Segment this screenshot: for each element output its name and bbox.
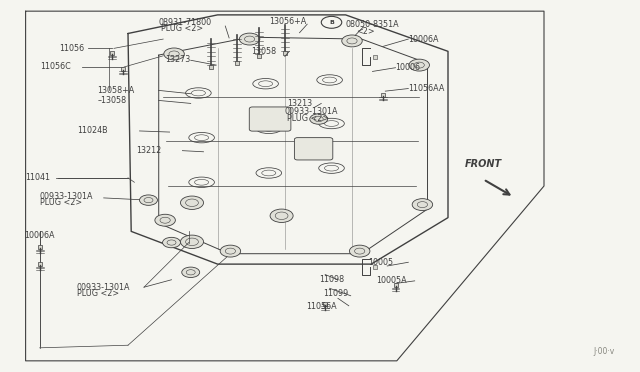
- Text: 10005A: 10005A: [376, 276, 407, 285]
- Text: 08931-71800: 08931-71800: [159, 18, 212, 27]
- Text: –13058: –13058: [97, 96, 127, 105]
- Text: PLUG <2>: PLUG <2>: [161, 24, 204, 33]
- Text: 11098: 11098: [319, 275, 344, 284]
- Circle shape: [164, 48, 184, 60]
- Text: 13058: 13058: [251, 47, 276, 56]
- Circle shape: [220, 245, 241, 257]
- Circle shape: [412, 199, 433, 211]
- Circle shape: [270, 209, 293, 222]
- Circle shape: [155, 214, 175, 226]
- Circle shape: [182, 267, 200, 278]
- Text: 00933-1301A: 00933-1301A: [285, 107, 339, 116]
- Text: 11056A: 11056A: [306, 302, 337, 311]
- Circle shape: [342, 35, 362, 47]
- Text: PLUG <2>: PLUG <2>: [40, 198, 82, 207]
- Text: 10005: 10005: [368, 258, 393, 267]
- Circle shape: [239, 33, 260, 45]
- Text: 13273: 13273: [165, 55, 190, 64]
- FancyBboxPatch shape: [249, 107, 291, 131]
- Text: 13212: 13212: [136, 146, 161, 155]
- Text: 11024B: 11024B: [77, 126, 108, 135]
- Text: 11099: 11099: [323, 289, 348, 298]
- Circle shape: [180, 196, 204, 209]
- Text: 00933-1301A: 00933-1301A: [77, 283, 131, 292]
- Text: 11056C: 11056C: [40, 62, 70, 71]
- Text: J·00·v: J·00·v: [593, 347, 614, 356]
- Text: 13056+A: 13056+A: [269, 17, 306, 26]
- Circle shape: [180, 235, 204, 248]
- Text: 11041: 11041: [26, 173, 51, 182]
- FancyBboxPatch shape: [294, 138, 333, 160]
- Text: 10006A: 10006A: [24, 231, 55, 240]
- Text: FRONT: FRONT: [465, 159, 502, 169]
- Text: B: B: [329, 20, 334, 25]
- Text: 11056: 11056: [59, 44, 84, 53]
- Circle shape: [140, 195, 157, 205]
- Text: 10006: 10006: [396, 63, 420, 72]
- Circle shape: [349, 245, 370, 257]
- Text: <2>: <2>: [356, 27, 374, 36]
- Circle shape: [163, 237, 180, 248]
- Circle shape: [409, 59, 429, 71]
- Text: 11056AA: 11056AA: [408, 84, 445, 93]
- Text: PLUG <2>: PLUG <2>: [287, 114, 329, 123]
- Text: PLUG <2>: PLUG <2>: [77, 289, 119, 298]
- Text: 13213: 13213: [287, 99, 312, 108]
- Circle shape: [310, 114, 328, 124]
- Text: 13058+A: 13058+A: [97, 86, 134, 95]
- Text: 10006A: 10006A: [408, 35, 439, 44]
- Text: 08050-8351A: 08050-8351A: [346, 20, 399, 29]
- Text: 00933-1301A: 00933-1301A: [40, 192, 93, 201]
